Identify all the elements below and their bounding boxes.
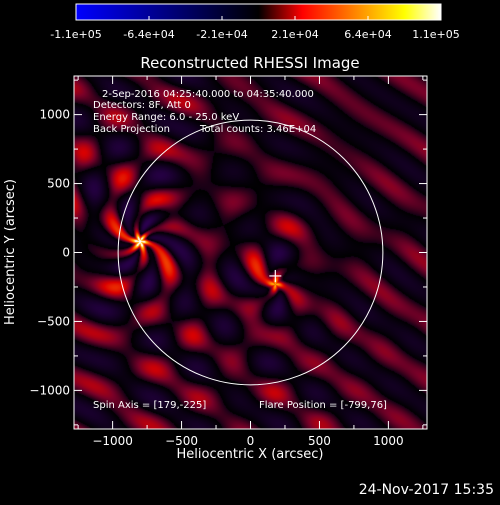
colorbar-tick-label: -1.1e+05 bbox=[50, 28, 101, 41]
colorbar-tick-labels: -1.1e+05 -6.4e+04 -2.1e+04 2.1e+04 6.4e+… bbox=[50, 28, 459, 41]
y-axis-label: Heliocentric Y (arcsec) bbox=[3, 179, 18, 325]
x-tick-label: −500 bbox=[165, 434, 198, 448]
y-tick-label: 0 bbox=[62, 246, 70, 260]
colorbar-tick-label: 6.4e+04 bbox=[344, 28, 391, 41]
footer-timestamp: 24-Nov-2017 15:35 bbox=[359, 482, 494, 498]
annotations: 2-Sep-2016 04:25:40.000 to 04:35:40.000 … bbox=[93, 89, 387, 411]
annotation-spin-axis: Spin Axis = [179,-225] bbox=[93, 400, 206, 411]
annotation-method: Back Projection bbox=[93, 124, 170, 135]
x-tick-label: 1000 bbox=[373, 434, 404, 448]
annotation-energy-range: Energy Range: 6.0 - 25.0 keV bbox=[93, 112, 239, 123]
y-tick-label: 500 bbox=[47, 177, 70, 191]
annotation-flare-position: Flare Position = [-799,76] bbox=[259, 400, 387, 411]
colorbar-tick-label: 1.1e+05 bbox=[412, 28, 459, 41]
x-tick-label: −1000 bbox=[92, 434, 133, 448]
cross-marker bbox=[269, 269, 282, 282]
annotation-detectors: Detectors: 8F, Att 0 bbox=[93, 100, 191, 111]
y-tick-label: −1000 bbox=[29, 383, 70, 397]
solar-limb-circle bbox=[117, 119, 384, 386]
x-tick-label: 500 bbox=[308, 434, 331, 448]
axis-ticks bbox=[74, 76, 427, 429]
annotation-time-range: 2-Sep-2016 04:25:40.000 to 04:35:40.000 bbox=[102, 89, 314, 100]
colorbar-tick-label: -6.4e+04 bbox=[123, 28, 174, 41]
x-tick-labels: −1000 −500 0 500 1000 bbox=[92, 434, 403, 448]
y-tick-label: 1000 bbox=[39, 108, 70, 122]
colorbar: -1.1e+05 -6.4e+04 -2.1e+04 2.1e+04 6.4e+… bbox=[50, 3, 460, 41]
image-map bbox=[74, 76, 427, 429]
annotation-total-counts: Total counts: 3.46E+04 bbox=[199, 124, 316, 135]
y-tick-labels: −1000 −500 0 500 1000 bbox=[29, 108, 70, 398]
x-tick-label: 0 bbox=[247, 434, 255, 448]
x-axis-label: Heliocentric X (arcsec) bbox=[177, 447, 324, 462]
plot-area bbox=[73, 75, 428, 430]
colorbar-gradient bbox=[75, 3, 442, 21]
colorbar-tick-label: 2.1e+04 bbox=[271, 28, 318, 41]
colorbar-tick-label: -2.1e+04 bbox=[196, 28, 247, 41]
y-tick-label: −500 bbox=[37, 314, 70, 328]
plot-title: Reconstructed RHESSI Image bbox=[140, 54, 359, 72]
colorbar-ticks bbox=[75, 16, 442, 20]
